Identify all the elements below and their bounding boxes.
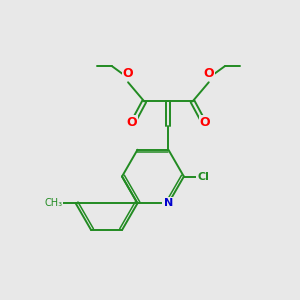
Text: O: O [127,116,137,129]
Text: Cl: Cl [197,172,209,182]
Text: O: O [123,67,134,80]
Text: CH₃: CH₃ [44,198,63,208]
Text: N: N [164,198,173,208]
Text: O: O [200,116,210,129]
Text: O: O [203,67,214,80]
